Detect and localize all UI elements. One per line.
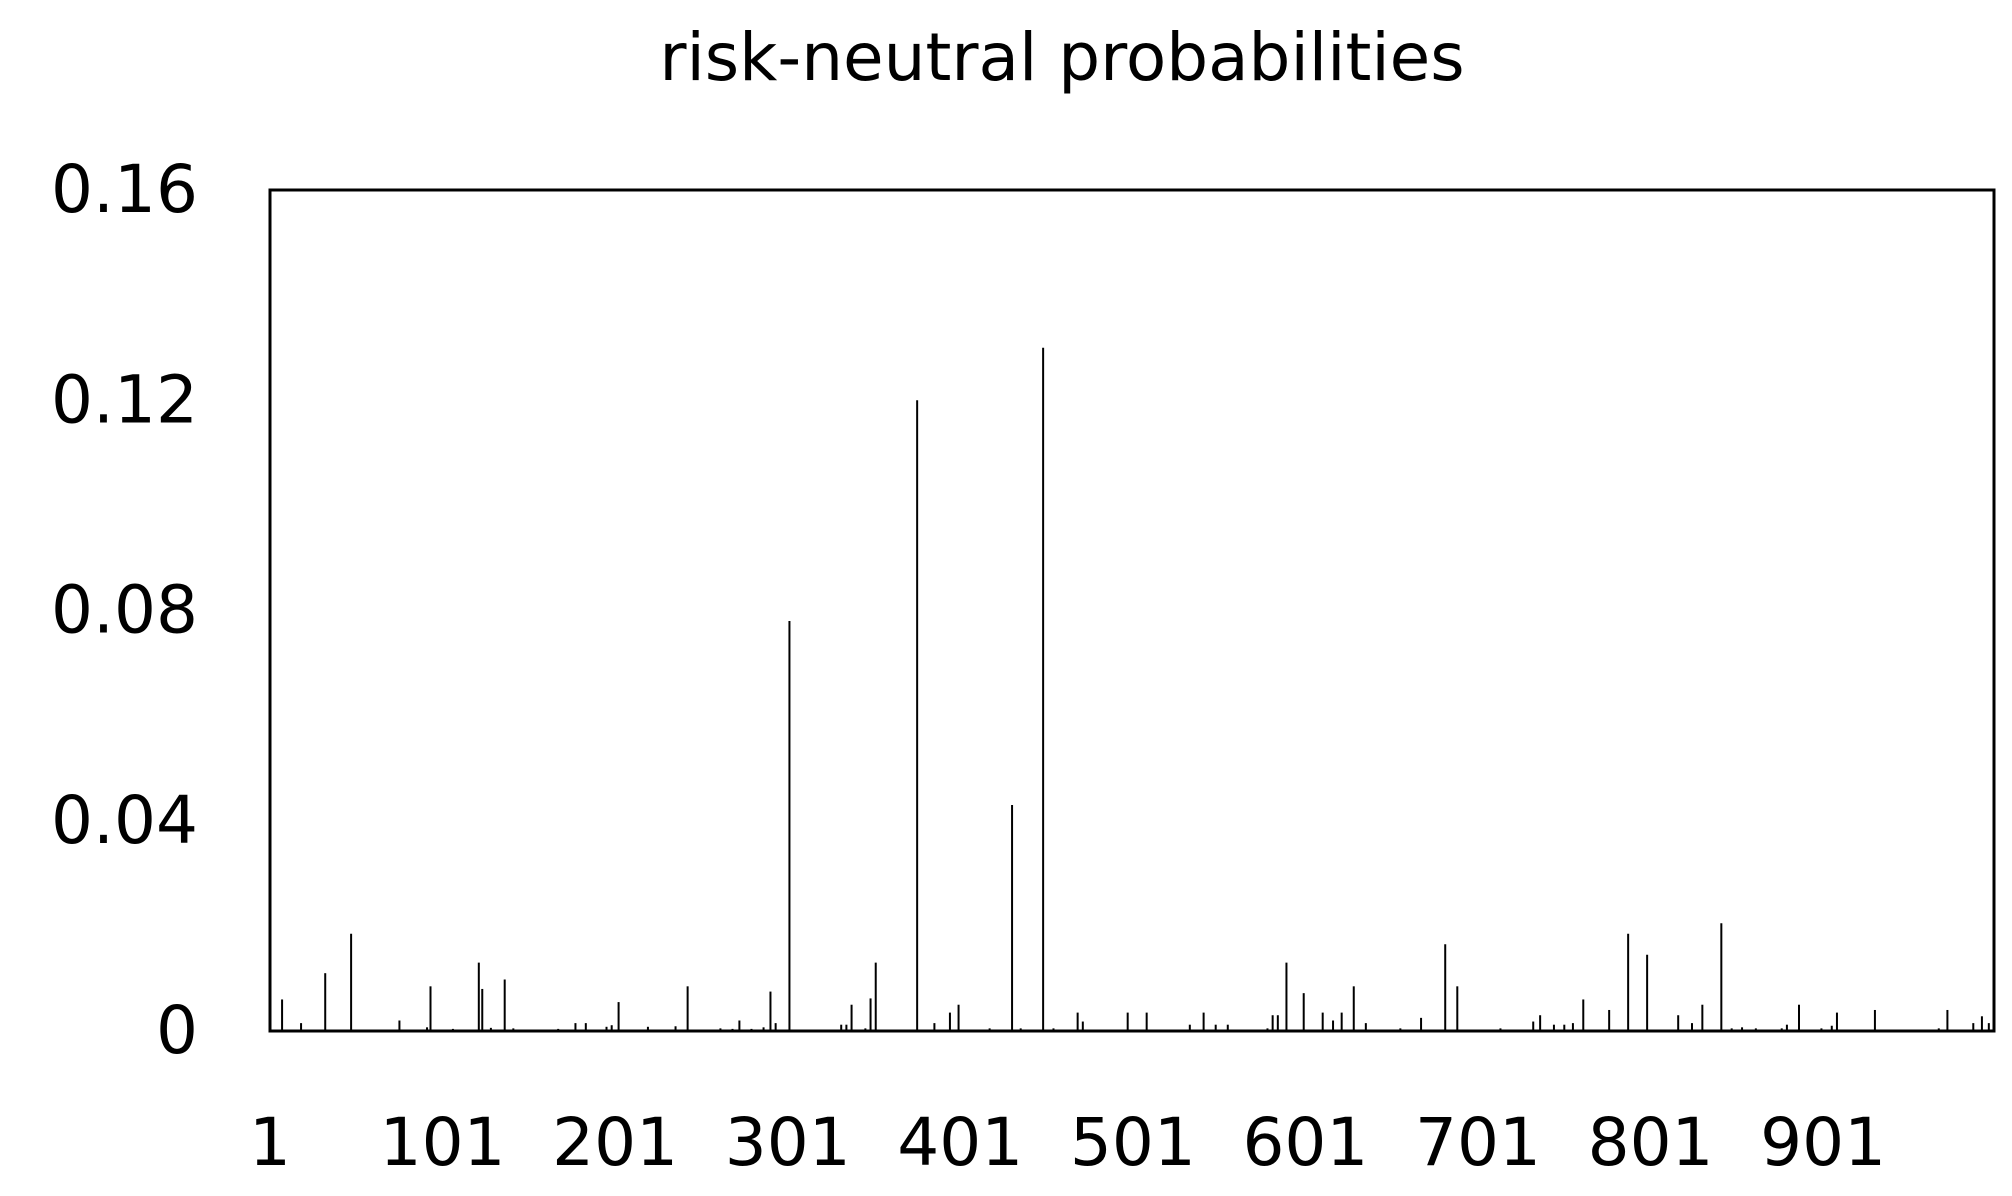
plot-frame (268, 188, 1996, 1033)
x-tick-label: 101 (380, 1104, 506, 1181)
y-tick-labels: 0 0.04 0.08 0.12 0.16 (51, 151, 198, 1069)
x-tick-label: 901 (1760, 1104, 1886, 1181)
chart-title: risk-neutral probabilities (659, 19, 1464, 96)
y-tick-label: 0 (156, 992, 198, 1069)
y-tick-label: 0.08 (51, 572, 198, 649)
x-tick-label: 801 (1588, 1104, 1714, 1181)
x-tick-labels: 1 101 201 301 401 501 601 701 801 901 (249, 1104, 1886, 1181)
bars-group (281, 347, 1990, 1031)
y-tick-label: 0.12 (51, 361, 198, 438)
y-tick-label: 0.16 (51, 151, 198, 228)
x-tick-label: 1 (249, 1104, 291, 1181)
x-tick-label: 201 (552, 1104, 678, 1181)
x-tick-label: 301 (725, 1104, 851, 1181)
x-tick-label: 401 (897, 1104, 1023, 1181)
x-tick-label: 601 (1242, 1104, 1368, 1181)
y-tick-label: 0.04 (51, 782, 198, 859)
x-tick-label: 501 (1070, 1104, 1196, 1181)
x-tick-label: 701 (1415, 1104, 1541, 1181)
